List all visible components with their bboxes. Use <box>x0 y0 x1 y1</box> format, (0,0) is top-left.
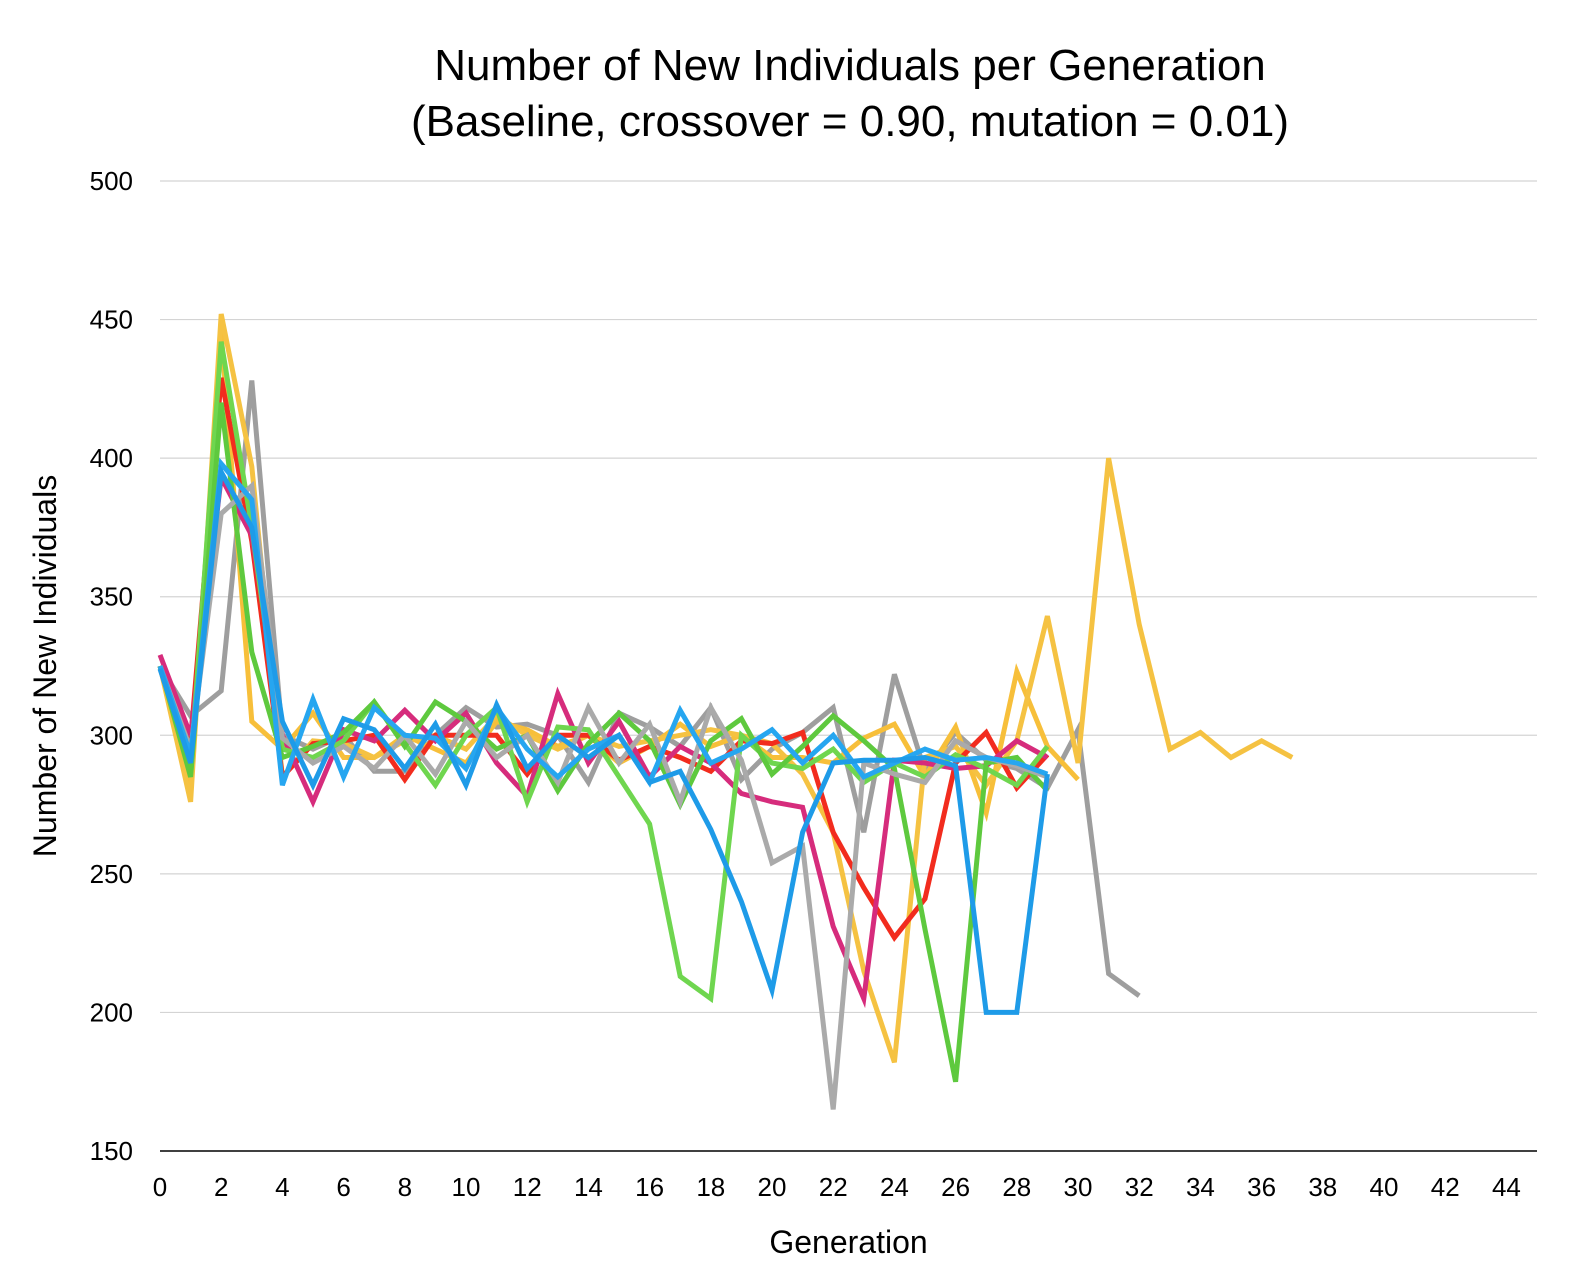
y-tick-label: 500 <box>90 166 133 196</box>
x-tick-label: 14 <box>574 1172 603 1202</box>
x-tick-label: 42 <box>1431 1172 1460 1202</box>
x-tick-label: 36 <box>1247 1172 1276 1202</box>
gridlines <box>160 180 1537 1014</box>
y-tick-labels: 150 200 250 300 350 400 450 500 <box>90 166 133 1166</box>
series-line-8 <box>157 480 1049 1110</box>
x-tick-label: 22 <box>819 1172 848 1202</box>
x-tick-label: 28 <box>1002 1172 1031 1202</box>
y-tick-label: 250 <box>90 859 133 889</box>
x-tick-label: 44 <box>1492 1172 1521 1202</box>
series-line-6 <box>157 341 1050 1004</box>
chart-title: Number of New Individuals per Generation… <box>0 38 1570 150</box>
x-tick-labels: 0 2 4 6 8 10 12 14 16 18 20 22 24 26 28 30 32 34 36 38 40 42 4… <box>153 1172 1521 1202</box>
x-tick-label: 24 <box>880 1172 909 1202</box>
y-tick-label: 200 <box>90 997 133 1027</box>
x-tick-label: 18 <box>696 1172 725 1202</box>
x-tick-label: 20 <box>758 1172 787 1202</box>
y-tick-label: 450 <box>90 305 133 335</box>
series-lines <box>157 313 1294 1110</box>
y-tick-label: 300 <box>90 720 133 750</box>
x-tick-label: 30 <box>1064 1172 1093 1202</box>
x-tick-label: 40 <box>1370 1172 1399 1202</box>
x-axis-title: Generation <box>769 1224 927 1260</box>
x-tick-label: 32 <box>1125 1172 1154 1202</box>
x-tick-label: 2 <box>214 1172 228 1202</box>
x-tick-label: 16 <box>635 1172 664 1202</box>
chart-title-line-1: Number of New Individuals per Generation <box>434 41 1266 90</box>
x-tick-label: 12 <box>513 1172 542 1202</box>
x-tick-label: 4 <box>275 1172 289 1202</box>
y-tick-label: 350 <box>90 582 133 612</box>
y-tick-label: 150 <box>90 1136 133 1166</box>
x-tick-label: 6 <box>336 1172 350 1202</box>
y-tick-label: 400 <box>90 443 133 473</box>
series-line-7 <box>157 402 1050 1083</box>
x-tick-label: 8 <box>398 1172 412 1202</box>
x-tick-label: 38 <box>1308 1172 1337 1202</box>
x-tick-label: 0 <box>153 1172 167 1202</box>
chart-subtitle: (Baseline, crossover = 0.90, mutation = … <box>410 97 1290 146</box>
series-line-1 <box>157 380 1141 998</box>
series-line-10 <box>157 463 1050 1015</box>
series-line-3 <box>157 313 1294 1064</box>
x-tick-label: 34 <box>1186 1172 1215 1202</box>
x-tick-label: 26 <box>941 1172 970 1202</box>
x-tick-label: 10 <box>452 1172 481 1202</box>
y-axis-title: Number of New Individuals <box>27 475 63 857</box>
